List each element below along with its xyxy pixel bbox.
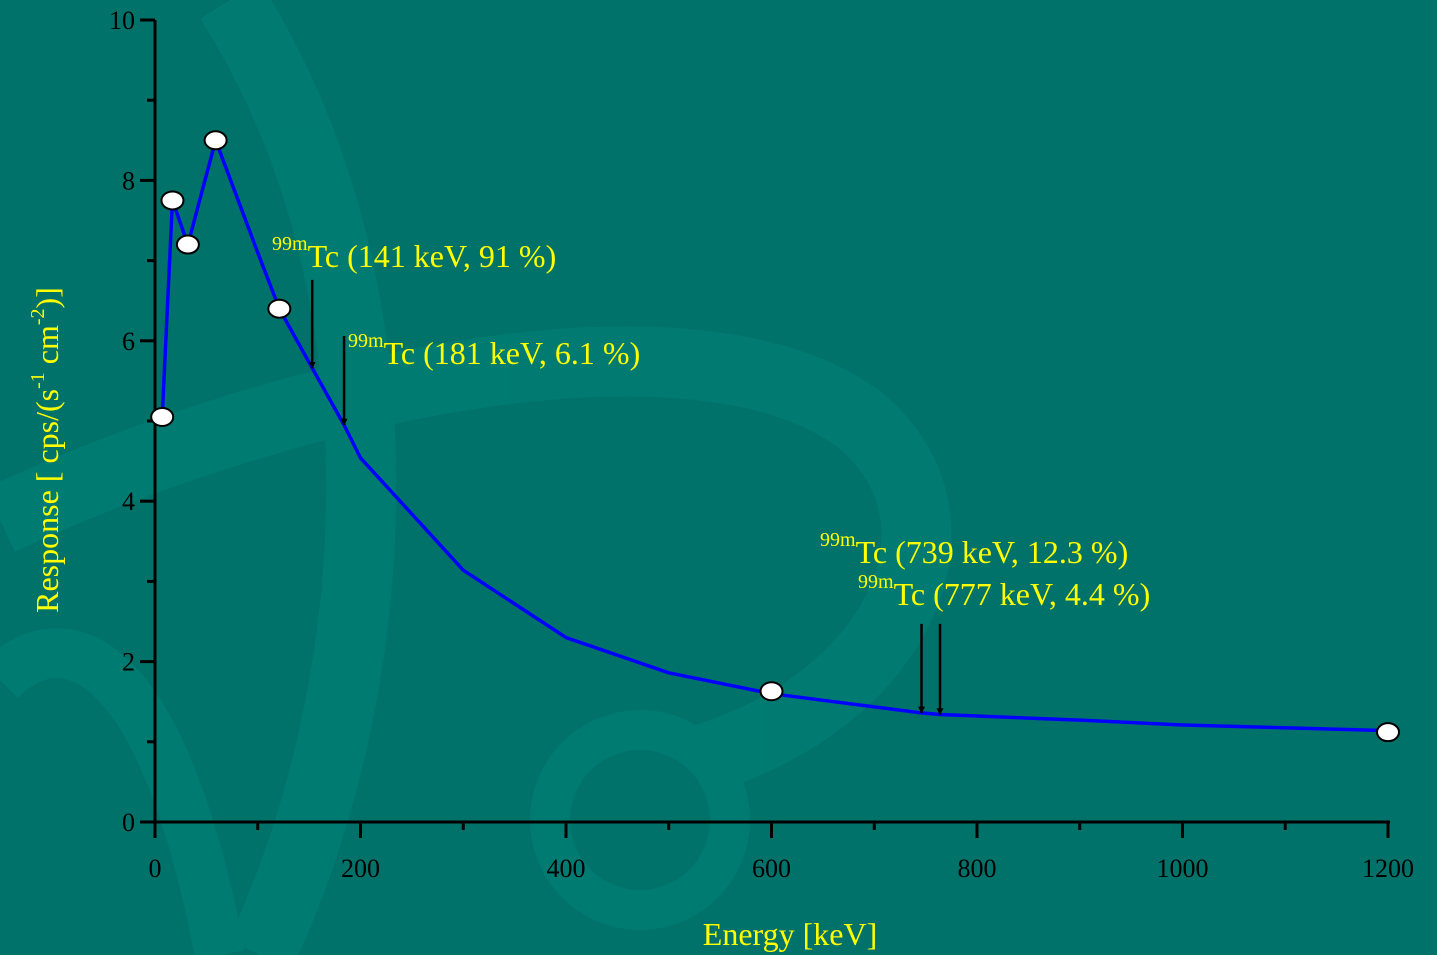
y-label-sup: -2 xyxy=(27,308,49,325)
x-tick-label: 400 xyxy=(547,854,586,883)
annotation-sup: 99m xyxy=(820,529,856,551)
x-tick-label: 1200 xyxy=(1362,854,1414,883)
x-tick-label: 800 xyxy=(958,854,997,883)
annotation-sup: 99m xyxy=(348,330,384,352)
y-label-part: Response [ cps/(s xyxy=(29,389,65,613)
y-label-part: cm xyxy=(29,325,65,372)
x-tick-label: 200 xyxy=(341,854,380,883)
x-tick-label: 0 xyxy=(149,854,162,883)
data-point xyxy=(761,682,783,700)
data-point xyxy=(205,131,227,149)
data-point xyxy=(151,408,173,426)
y-tick-label: 2 xyxy=(122,648,135,677)
y-tick-label: 6 xyxy=(122,327,135,356)
annotation-text: Tc (739 keV, 12.3 %) xyxy=(856,534,1129,570)
y-tick-label: 0 xyxy=(122,808,135,837)
y-tick-label: 10 xyxy=(109,6,135,35)
annotation-text: Tc (181 keV, 6.1 %) xyxy=(384,335,641,371)
annotation-sup: 99m xyxy=(272,233,308,255)
y-tick-label: 8 xyxy=(122,166,135,195)
x-tick-label: 600 xyxy=(752,854,791,883)
x-tick-label: 1000 xyxy=(1157,854,1209,883)
page: {"chart_data": { "type": "line", "xlabel… xyxy=(0,0,1437,955)
chart: 0 2 4 6 8 10 0 200 400 600 800 1000 1200 Energy [keV… xyxy=(0,0,1437,955)
y-axis-label: Response [ cps/(s-1 cm-2)] xyxy=(27,287,65,613)
data-point xyxy=(161,191,183,209)
annotation-text: Tc (141 keV, 91 %) xyxy=(308,238,557,274)
y-tick-label: 4 xyxy=(122,487,135,516)
data-point xyxy=(268,300,290,318)
data-point xyxy=(1377,723,1399,741)
annotation-text: Tc (777 keV, 4.4 %) xyxy=(894,576,1151,612)
y-label-part: )] xyxy=(29,287,65,308)
background-decoration xyxy=(0,0,916,955)
annotation-sup: 99m xyxy=(858,571,894,593)
x-axis-label: Energy [keV] xyxy=(703,916,877,952)
y-label-sup: -1 xyxy=(27,372,49,389)
data-point xyxy=(177,236,199,254)
